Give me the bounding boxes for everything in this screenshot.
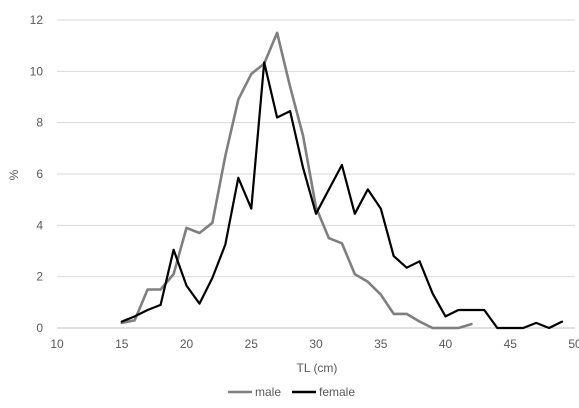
series-line-male bbox=[120, 31, 473, 330]
x-tick-label: 50 bbox=[568, 337, 579, 351]
y-axis: 0 2 4 6 8 10 12 bbox=[30, 13, 44, 335]
x-axis-title: TL (cm) bbox=[297, 361, 338, 375]
legend-label-male: male bbox=[255, 385, 281, 399]
x-tick-label: 10 bbox=[50, 337, 64, 351]
series-lines bbox=[120, 31, 564, 330]
gridlines bbox=[57, 19, 575, 329]
y-tick-label: 2 bbox=[36, 270, 43, 284]
y-tick-label: 8 bbox=[36, 116, 43, 130]
x-tick-label: 15 bbox=[115, 337, 129, 351]
x-tick-label: 20 bbox=[180, 337, 194, 351]
y-tick-label: 12 bbox=[30, 13, 44, 27]
x-tick-label: 25 bbox=[245, 337, 259, 351]
x-tick-label: 30 bbox=[309, 337, 323, 351]
y-axis-title: % bbox=[7, 169, 21, 180]
x-tick-label: 35 bbox=[374, 337, 388, 351]
y-tick-label: 4 bbox=[36, 218, 43, 232]
x-tick-label: 40 bbox=[439, 337, 453, 351]
legend-label-female: female bbox=[319, 385, 355, 399]
y-tick-label: 0 bbox=[36, 321, 43, 335]
x-axis: 10 15 20 25 30 35 40 45 50 bbox=[50, 337, 579, 351]
x-tick-label: 45 bbox=[504, 337, 518, 351]
y-tick-label: 6 bbox=[36, 167, 43, 181]
legend: male female bbox=[228, 385, 355, 399]
y-tick-label: 10 bbox=[30, 64, 44, 78]
series-line-female bbox=[120, 61, 564, 330]
